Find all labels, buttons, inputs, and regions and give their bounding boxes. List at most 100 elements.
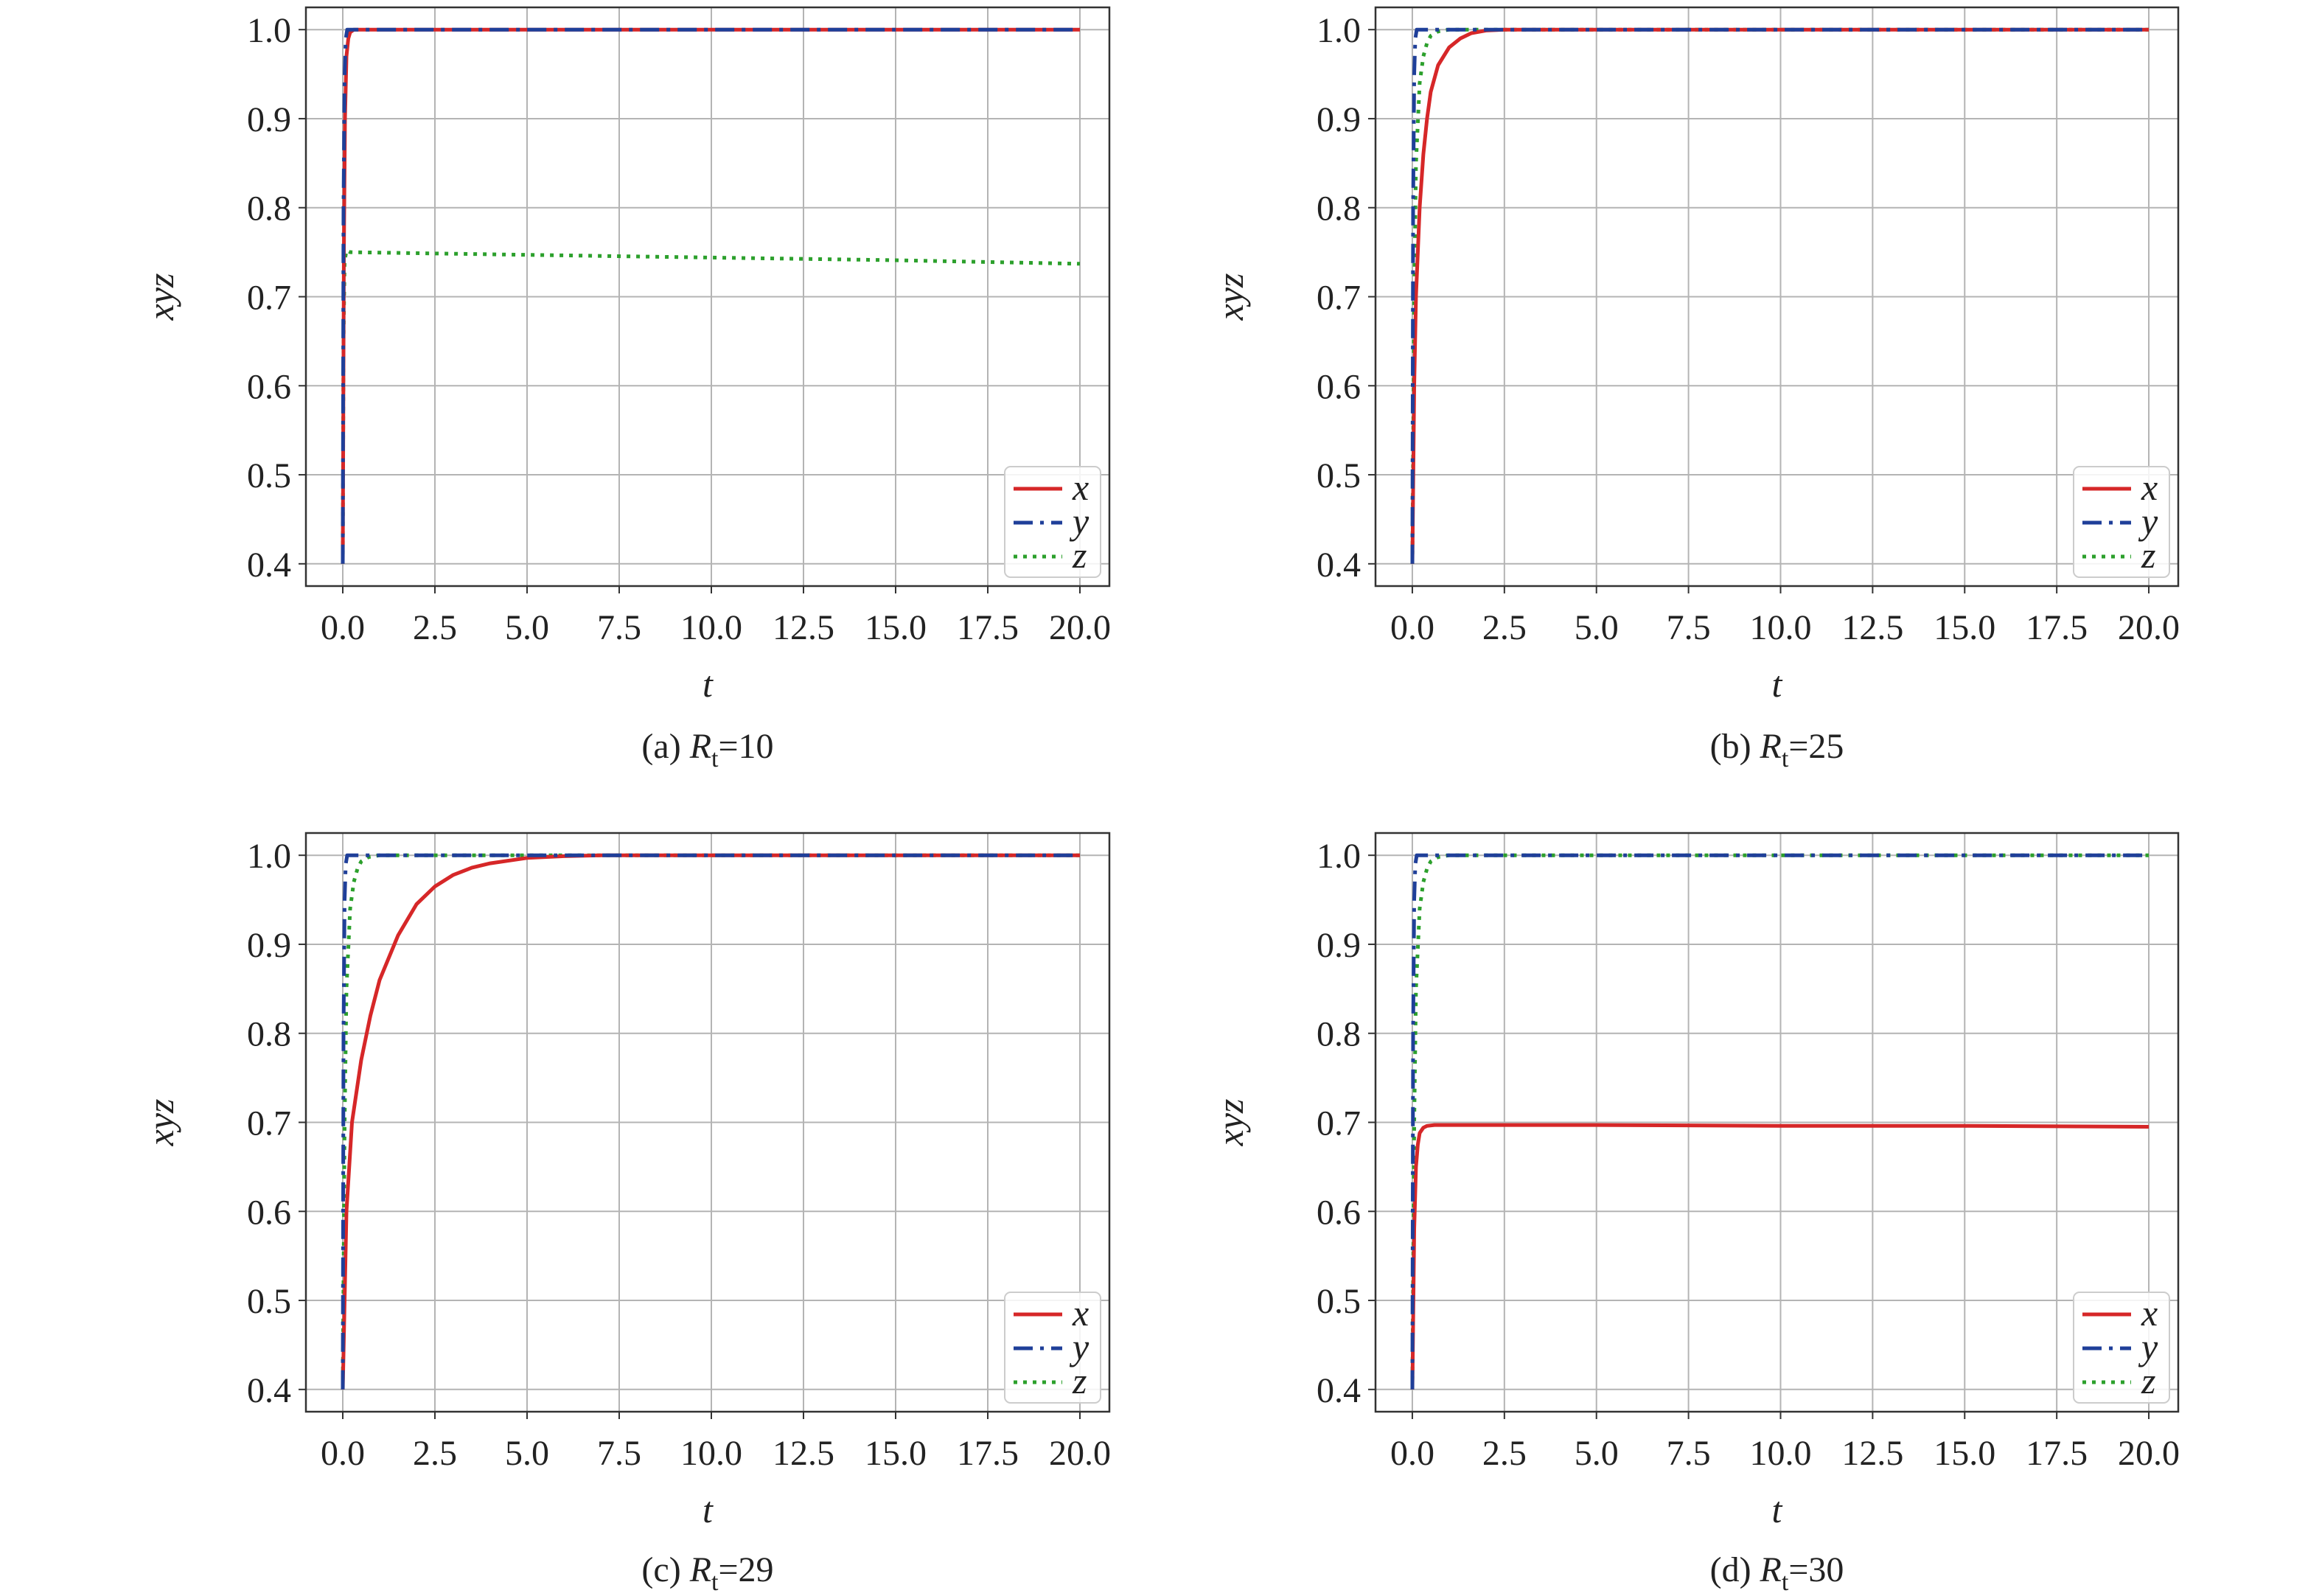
y-tick-label: 0.4: [247, 546, 291, 585]
caption-subscript: t: [711, 1569, 719, 1596]
y-tick-label: 1.0: [247, 11, 291, 50]
y-tick-label: 0.8: [247, 1015, 291, 1054]
series-line-y: [341, 853, 1080, 1390]
caption-variable: R: [1760, 727, 1782, 766]
legend: xyz: [1004, 466, 1101, 578]
y-tick-label: 0.4: [247, 1371, 291, 1410]
x-tick-label: 12.5: [773, 1434, 834, 1473]
x-tick-label: 20.0: [2118, 1434, 2180, 1473]
x-tick-label: 5.0: [505, 608, 549, 647]
y-tick-label: 0.5: [247, 456, 291, 495]
x-tick-label: 2.5: [413, 1434, 457, 1473]
y-tick-label: 0.6: [1317, 1193, 1361, 1232]
caption-prefix: (d): [1710, 1550, 1760, 1589]
caption-suffix: =25: [1788, 727, 1844, 766]
x-tick-label: 5.0: [1575, 608, 1619, 647]
caption-prefix: (a): [641, 727, 689, 766]
x-tick-label: 7.5: [1667, 608, 1711, 647]
legend-label-z: z: [2141, 1360, 2155, 1401]
plot-frame: [1374, 832, 2180, 1413]
x-tick-label: 2.5: [413, 608, 457, 647]
series-line-x: [1410, 1123, 2150, 1390]
x-tick-label: 17.5: [957, 1434, 1019, 1473]
chart-panel-1: 0.0 2.5 5.0 7.5 10.0 12.5 15.0 17.5 20.0 0.4 0.5 0.…: [140, 6, 1111, 773]
legend-label-y: y: [2138, 1326, 2158, 1367]
y-tick-label: 0.7: [247, 1104, 291, 1143]
x-tick-label: 17.5: [957, 608, 1019, 647]
legend-label-x: x: [1072, 467, 1089, 508]
series-group: [1410, 853, 2150, 1390]
y-tick-label: 0.8: [1317, 1015, 1361, 1054]
y-tick-label: 0.8: [1317, 189, 1361, 229]
y-tick-label: 0.6: [247, 1193, 291, 1232]
x-tick-label: 15.0: [865, 608, 927, 647]
x-tick-label: 12.5: [773, 608, 834, 647]
legend-label-y: y: [1069, 1326, 1089, 1367]
legend: xyz: [2073, 466, 2170, 578]
y-tick-label: 0.9: [247, 926, 291, 965]
x-tick-label: 0.0: [1390, 608, 1434, 647]
x-axis-label: t: [702, 1489, 714, 1530]
y-axis-label: xyz: [140, 1099, 181, 1147]
x-tick-label: 5.0: [1575, 1434, 1619, 1473]
x-tick-label: 2.5: [1482, 1434, 1527, 1473]
y-tick-label: 0.7: [1317, 1104, 1361, 1143]
x-tick-label: 0.0: [321, 608, 365, 647]
x-tick-label: 20.0: [2118, 608, 2180, 647]
series-group: [341, 27, 1081, 564]
x-tick-label: 17.5: [2026, 608, 2088, 647]
caption-prefix: (b): [1710, 727, 1760, 766]
y-tick-label: 1.0: [247, 837, 291, 876]
plot-frame: [304, 832, 1111, 1413]
legend-label-y: y: [2138, 501, 2158, 542]
y-tick-label: 0.8: [247, 189, 291, 229]
y-tick-label: 1.0: [1317, 837, 1361, 876]
x-tick-label: 20.0: [1049, 608, 1111, 647]
x-tick-label: 10.0: [680, 1434, 742, 1473]
chart-panel-4: 0.0 2.5 5.0 7.5 10.0 12.5 15.0 17.5 20.0 0.4 0.5 0.…: [1210, 832, 2180, 1596]
caption-subscript: t: [1782, 1569, 1789, 1596]
caption-subscript: t: [1782, 745, 1789, 773]
caption-variable: R: [689, 727, 711, 766]
legend-label-z: z: [1072, 1360, 1087, 1401]
legend-label-x: x: [2141, 1292, 2158, 1334]
panel-caption: (c) Rt=29: [641, 1550, 773, 1596]
series-line-x: [1410, 27, 2149, 564]
y-tick-label: 0.6: [247, 367, 291, 406]
legend-label-z: z: [2141, 534, 2155, 576]
y-tick-label: 1.0: [1317, 11, 1361, 50]
series-group: [341, 853, 1080, 1390]
x-tick-label: 7.5: [1667, 1434, 1711, 1473]
x-tick-label: 7.5: [597, 1434, 641, 1473]
x-tick-label: 15.0: [865, 1434, 927, 1473]
y-tick-label: 0.4: [1317, 546, 1361, 585]
y-tick-label: 0.7: [1317, 279, 1361, 318]
x-tick-label: 12.5: [1841, 1434, 1903, 1473]
caption-suffix: =10: [718, 727, 773, 766]
series-line-y: [1410, 853, 2149, 1390]
caption-suffix: =30: [1788, 1550, 1844, 1589]
y-axis-label: xyz: [1210, 1099, 1251, 1147]
x-tick-label: 7.5: [597, 608, 641, 647]
y-tick-label: 0.9: [1317, 100, 1361, 139]
y-tick-label: 0.9: [1317, 926, 1361, 965]
y-tick-label: 0.5: [1317, 1282, 1361, 1321]
x-tick-label: 0.0: [1390, 1434, 1434, 1473]
legend-label-x: x: [2141, 467, 2158, 508]
plot-frame: [1374, 6, 2180, 588]
y-tick-label: 0.9: [247, 100, 291, 139]
chart-panel-3: 0.0 2.5 5.0 7.5 10.0 12.5 15.0 17.5 20.0 0.4 0.5 0.…: [140, 832, 1111, 1596]
panel-caption: (a) Rt=10: [641, 727, 773, 773]
x-tick-label: 15.0: [1934, 608, 1995, 647]
y-tick-label: 0.5: [247, 1282, 291, 1321]
series-line-y: [341, 27, 1080, 564]
panel-caption: (b) Rt=25: [1710, 727, 1844, 773]
caption-variable: R: [689, 1550, 711, 1589]
caption-subscript: t: [711, 745, 719, 773]
series-group: [1410, 27, 2149, 564]
y-tick-label: 0.7: [247, 279, 291, 318]
x-tick-label: 2.5: [1482, 608, 1527, 647]
x-tick-label: 15.0: [1934, 1434, 1995, 1473]
legend-label-x: x: [1072, 1292, 1089, 1334]
